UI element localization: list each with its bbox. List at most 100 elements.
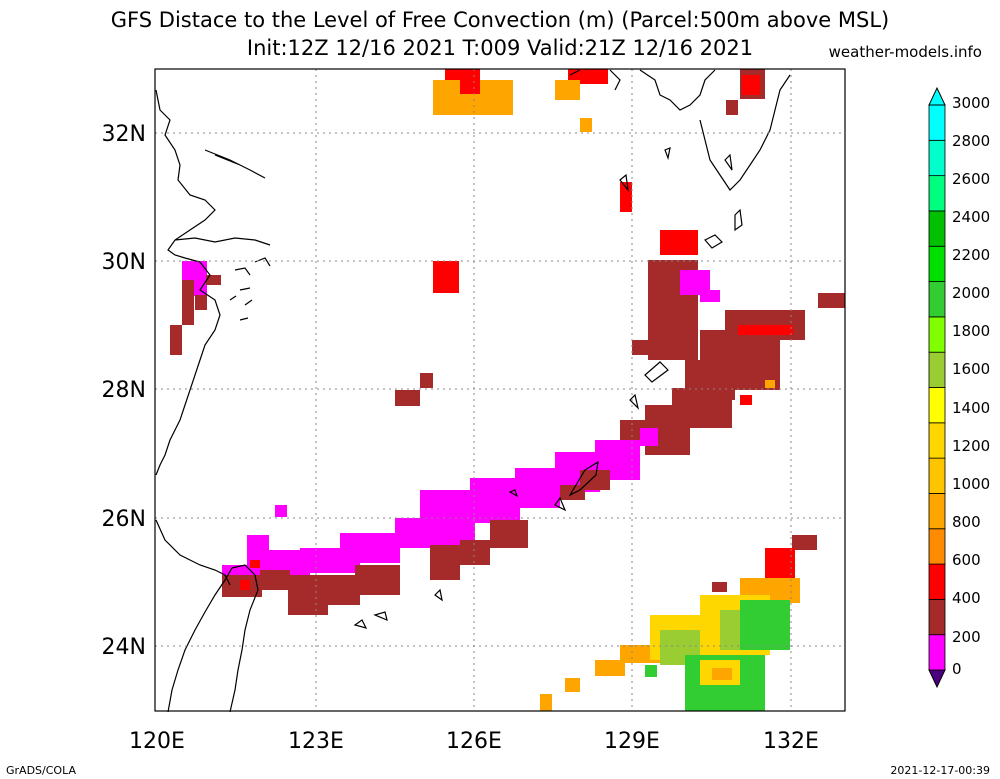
field-cell [288,575,328,615]
china-coastline [155,89,221,476]
field-cell [170,325,182,355]
ryukyu-islands [353,147,743,629]
colorbar-swatch [928,175,946,212]
colorbar-min-arrow [928,669,946,689]
field-cell [355,565,400,595]
field-cell [765,380,775,388]
field-cell [818,293,845,308]
lon-tick-label: 126E [446,729,502,754]
korea-coast [569,69,621,91]
field-cell [580,118,592,132]
field-cell [540,694,552,711]
field-cell [792,535,817,550]
colorbar-swatch [928,598,946,636]
field-cell [195,295,207,310]
colorbar-swatch [928,457,946,494]
field-cell [645,665,657,677]
colorbar-swatch [928,245,946,282]
colorbar-label: 2800 [952,132,990,150]
colorbar [928,86,946,689]
lon-tick-label: 132E [763,729,819,754]
yangtze-estuary [204,149,266,179]
lat-tick-label: 28N [102,378,146,403]
field-cell [740,600,790,650]
lat-tick-label: 26N [102,507,146,532]
colorbar-swatch [928,139,946,177]
field-cell [250,560,260,568]
footer-software: GrADS/COLA [6,764,76,777]
field-cell [565,678,580,692]
field-cell [726,100,738,115]
field-cell [206,275,221,285]
colorbar-label: 1400 [952,399,990,417]
colorbar-label: 3000 [952,94,990,112]
colorbar-swatch [928,493,946,530]
japan-kyushu [639,69,791,191]
lon-tick-label: 120E [129,729,185,754]
colorbar-label: 0 [952,660,962,678]
colorbar-label: 1600 [952,360,990,378]
colorbar-label: 800 [952,513,981,531]
field-cell [555,80,580,100]
field-cell [742,75,760,95]
colorbar-swatch [928,528,946,565]
lon-axis: 120E 123E 126E 129E 132E [129,729,819,754]
colorbar-swatch [928,316,946,353]
map-title: GFS Distace to the Level of Free Convect… [110,8,890,32]
lon-tick-label: 123E [288,729,344,754]
hangzhou-bay [174,237,271,246]
colorbar-swatch [928,104,946,141]
field-cell [275,505,287,517]
field-cell [460,69,480,94]
lon-tick-label: 129E [604,729,660,754]
colorbar-swatch [928,563,946,600]
field-cell [620,182,632,212]
field-cell [460,540,490,565]
colorbar-label: 2600 [952,170,990,188]
field-cell [433,261,459,293]
colorbar-label: 2000 [952,284,990,302]
plot-area: 120E 123E 126E 129E 132E 32N 30N 28N 26N… [102,68,846,754]
field-cell [640,428,658,446]
field-cell [260,570,290,590]
colorbar-swatch [928,210,946,247]
colorbar-swatch [928,281,946,318]
colorbar-label: 2200 [952,246,990,264]
field-cell [712,582,727,592]
colorbar-swatch [928,351,946,388]
field-cell [700,290,720,302]
field-cell [470,478,520,523]
field-cell [395,390,420,406]
zhoushan-islands [229,257,271,321]
plot-frame [154,68,846,712]
lat-tick-label: 32N [102,122,146,147]
colorbar-swatch [928,387,946,424]
taiwan-island [167,564,259,713]
field-cell [325,575,360,605]
colorbar-swatch [928,422,946,459]
field-cell [580,470,610,490]
field-cell [490,520,528,548]
colorbar-max-arrow [928,86,946,106]
gridline-layer [155,69,845,711]
colorbar-label: 600 [952,551,981,569]
field-cell [430,545,460,580]
china-coastline-south [155,519,231,586]
field-cell [595,660,625,676]
field-cell [182,280,194,325]
field-cell [515,468,560,508]
field-cell [740,395,752,405]
lat-tick-label: 24N [102,635,146,660]
field-layer [170,69,845,711]
colorbar-label: 200 [952,628,981,646]
field-cell [560,485,585,500]
field-cell [712,668,732,680]
field-cell [660,230,698,255]
field-cell [632,340,657,355]
colorbar-label: 2400 [952,208,990,226]
field-cell [420,373,433,388]
colorbar-label: 1800 [952,322,990,340]
colorbar-swatch [928,634,946,671]
field-cell [738,325,793,335]
